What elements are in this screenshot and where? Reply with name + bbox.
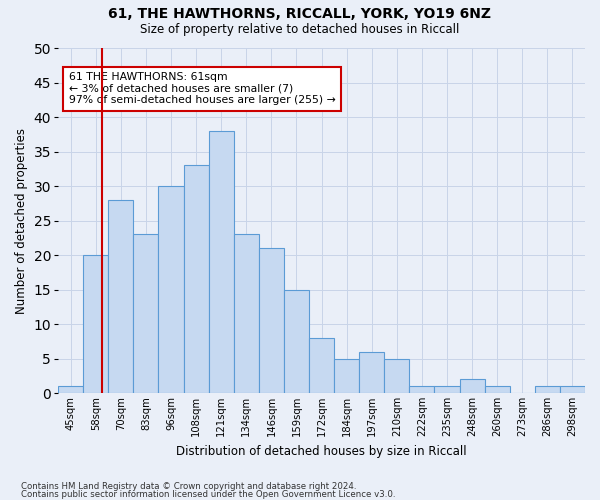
Bar xyxy=(158,186,184,393)
Text: Contains HM Land Registry data © Crown copyright and database right 2024.: Contains HM Land Registry data © Crown c… xyxy=(21,482,356,491)
Bar xyxy=(209,131,234,393)
Bar xyxy=(184,166,209,393)
Bar xyxy=(334,358,359,393)
Bar xyxy=(83,255,109,393)
Bar xyxy=(384,358,409,393)
Bar xyxy=(133,234,158,393)
Bar xyxy=(535,386,560,393)
Bar xyxy=(434,386,460,393)
Bar xyxy=(309,338,334,393)
Bar xyxy=(109,200,133,393)
Bar xyxy=(284,290,309,393)
Bar xyxy=(485,386,510,393)
Bar xyxy=(259,248,284,393)
Text: 61, THE HAWTHORNS, RICCALL, YORK, YO19 6NZ: 61, THE HAWTHORNS, RICCALL, YORK, YO19 6… xyxy=(109,8,491,22)
Bar xyxy=(409,386,434,393)
Bar xyxy=(460,379,485,393)
Bar xyxy=(359,352,384,393)
Bar xyxy=(234,234,259,393)
Text: Size of property relative to detached houses in Riccall: Size of property relative to detached ho… xyxy=(140,22,460,36)
Y-axis label: Number of detached properties: Number of detached properties xyxy=(15,128,28,314)
Bar xyxy=(58,386,83,393)
Text: Contains public sector information licensed under the Open Government Licence v3: Contains public sector information licen… xyxy=(21,490,395,499)
Text: 61 THE HAWTHORNS: 61sqm
← 3% of detached houses are smaller (7)
97% of semi-deta: 61 THE HAWTHORNS: 61sqm ← 3% of detached… xyxy=(68,72,335,106)
Bar xyxy=(560,386,585,393)
X-axis label: Distribution of detached houses by size in Riccall: Distribution of detached houses by size … xyxy=(176,444,467,458)
